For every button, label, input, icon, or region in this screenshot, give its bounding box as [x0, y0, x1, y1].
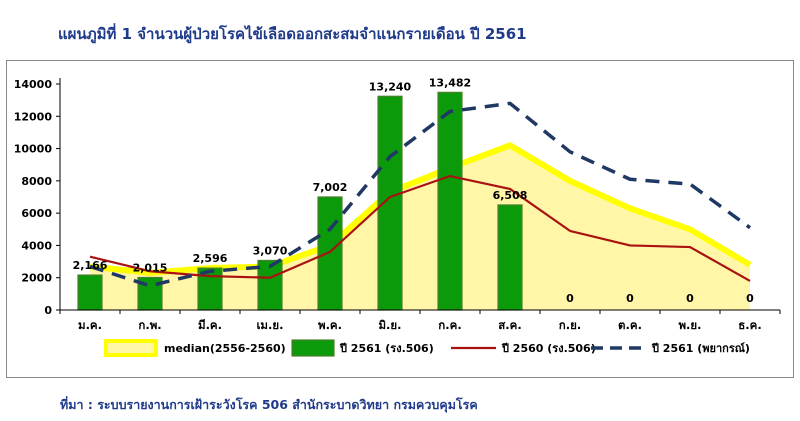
source-note: ที่มา : ระบบรายงานการเฝ้าระวังโรค 506 สำ…	[60, 397, 478, 412]
bar-data-label: 2,015	[133, 261, 168, 274]
y-tick-label: 10000	[14, 143, 53, 156]
legend-2560-label: ปี 2560 (รง.506)	[501, 342, 596, 355]
bar-data-label: 0	[746, 292, 754, 305]
legend-median-swatch	[104, 339, 158, 357]
y-tick-label: 2000	[21, 272, 52, 285]
bar	[437, 91, 463, 311]
x-tick-label: พ.ค.	[318, 318, 342, 332]
line-2560	[89, 174, 751, 282]
bar-data-label: 0	[566, 292, 574, 305]
median-area	[90, 145, 750, 310]
bar-data-label: 13,482	[429, 76, 471, 89]
bar-data-label: 2,596	[193, 252, 228, 265]
y-tick-label: 12000	[14, 110, 53, 123]
bar-data-label: 13,240	[369, 80, 412, 93]
y-tick-label: 6000	[21, 207, 52, 220]
x-tick-label: ก.พ.	[138, 318, 161, 332]
bar-data-label: 0	[686, 292, 694, 305]
legend-median-label: median(2556-2560)	[164, 342, 286, 355]
bar-data-label: 7,002	[313, 181, 348, 194]
x-tick-label: มิ.ย.	[378, 318, 401, 332]
x-tick-label: ก.ย.	[559, 318, 581, 332]
x-tick-label: ก.ค.	[438, 318, 461, 332]
x-tick-label: ม.ค.	[78, 318, 102, 332]
bar-data-label: 6,508	[493, 189, 528, 202]
x-tick-label: เม.ย.	[257, 318, 284, 332]
bar	[77, 274, 103, 311]
x-tick-label: มี.ค.	[198, 318, 222, 332]
chart-title: แผนภูมิที่ 1 จำนวนผู้ป่วยโรคไข้เลือดออกส…	[58, 25, 527, 43]
legend-forecast-label: ปี 2561 (พยากรณ์)	[651, 342, 750, 355]
y-tick-label: 14000	[14, 78, 53, 91]
legend-bar-label: ปี 2561 (รง.506)	[339, 342, 434, 355]
x-tick-label: ต.ค.	[618, 318, 642, 332]
y-tick-label: 4000	[21, 239, 52, 252]
y-tick-label: 0	[44, 304, 52, 317]
bar-data-label: 2,166	[73, 259, 108, 272]
bar	[377, 95, 403, 311]
x-tick-label: ธ.ค.	[738, 318, 761, 332]
bar-data-label: 0	[626, 292, 634, 305]
y-tick-label: 8000	[21, 175, 52, 188]
chart-svg: 0 2000 4000 6000 8000 10000 12000 14000 2,166 2,0…	[14, 76, 781, 357]
legend-bar-swatch	[291, 339, 335, 357]
bar-data-label: 3,070	[253, 244, 288, 257]
x-tick-label: พ.ย.	[678, 318, 701, 332]
bar	[497, 204, 523, 311]
x-tick-label: ส.ค.	[498, 318, 521, 332]
bar	[317, 196, 343, 311]
